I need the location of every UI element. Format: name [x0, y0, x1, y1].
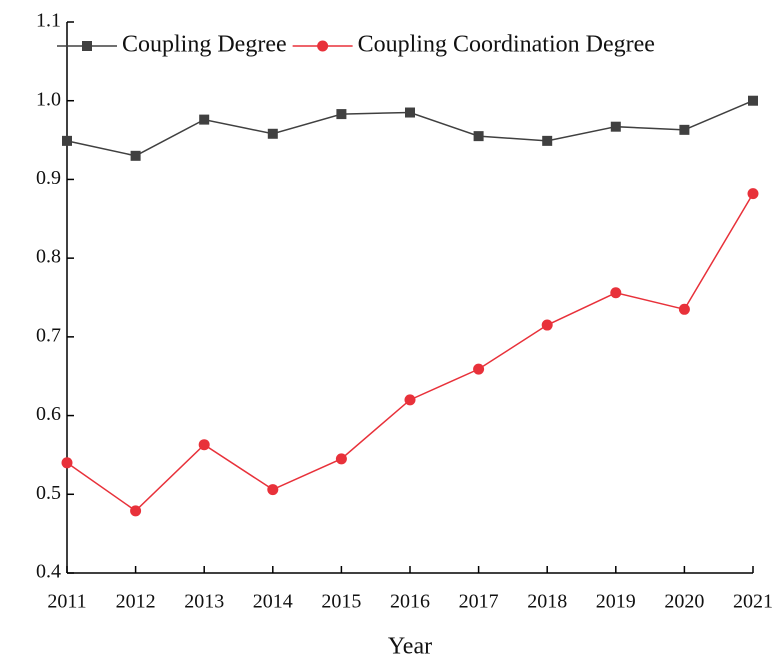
marker — [610, 287, 622, 299]
marker — [404, 394, 416, 406]
legend-label: Coupling Degree — [122, 32, 287, 58]
marker — [267, 484, 279, 496]
marker — [473, 131, 484, 142]
marker — [541, 319, 553, 331]
x-axis-title: Year — [388, 634, 432, 660]
marker — [747, 188, 759, 200]
marker — [62, 135, 72, 146]
marker — [335, 453, 347, 465]
marker — [130, 505, 142, 517]
x-tick-label: 2018 — [527, 591, 567, 613]
marker — [199, 114, 210, 125]
legend-label: Coupling Coordination Degree — [358, 32, 655, 58]
y-tick-label: 0.4 — [36, 561, 61, 583]
y-tick-label: 0.7 — [36, 324, 61, 346]
marker — [198, 439, 210, 451]
legend-marker — [82, 41, 92, 51]
series-line — [66, 193, 754, 512]
x-tick-label: 2011 — [47, 591, 86, 613]
y-tick-label: 0.5 — [36, 482, 61, 504]
x-tick-label: 2012 — [116, 591, 156, 613]
marker — [542, 135, 553, 146]
y-tick-label: 0.9 — [36, 167, 61, 189]
marker — [61, 457, 73, 469]
x-tick-label: 2016 — [390, 591, 430, 613]
marker — [336, 109, 347, 120]
x-tick-label: 2019 — [596, 591, 636, 613]
x-tick-label: 2015 — [321, 591, 361, 613]
marker — [610, 121, 621, 132]
marker — [405, 107, 415, 118]
x-tick-label: 2017 — [459, 591, 499, 613]
y-tick-label: 0.6 — [36, 403, 61, 425]
legend-marker — [317, 40, 329, 52]
marker — [130, 150, 141, 161]
x-tick-label: 2014 — [253, 591, 293, 613]
y-tick-label: 1.1 — [36, 10, 61, 32]
x-tick-label: 2020 — [664, 591, 704, 613]
marker — [678, 303, 690, 315]
y-tick-label: 1.0 — [36, 88, 61, 110]
marker — [473, 363, 485, 375]
marker — [267, 128, 278, 139]
marker — [748, 95, 758, 106]
x-tick-label: 2021 — [733, 591, 773, 613]
marker — [679, 124, 690, 135]
x-tick-label: 2013 — [184, 591, 224, 613]
y-tick-label: 0.8 — [36, 246, 61, 268]
